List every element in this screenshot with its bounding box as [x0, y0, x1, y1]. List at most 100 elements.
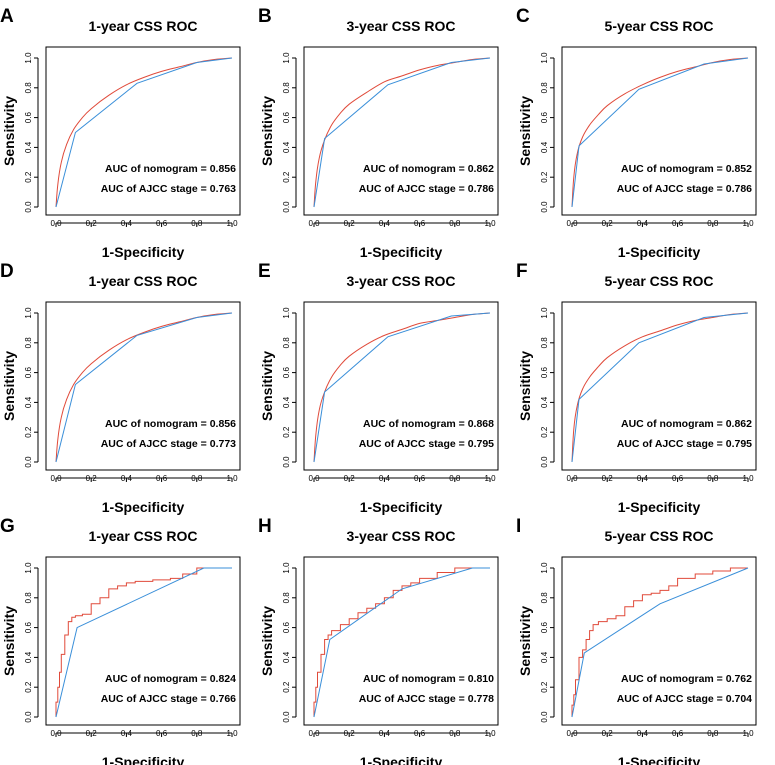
- ajcc-roc-curve: [571, 567, 749, 718]
- x-axis-label: 1-Specificity: [618, 754, 701, 765]
- panel-f: F 5-year CSS ROC 0.0 0.2 0.4 0.6 0.8 1.0 0.0 0.2 0…: [516, 261, 757, 515]
- y-tick-label: 0.8: [24, 592, 33, 604]
- y-axis-label: Sensitivity: [259, 96, 275, 166]
- y-tick-label: 0.0: [24, 456, 33, 468]
- x-tick-label: 0.4: [379, 219, 391, 228]
- y-tick-label: 0.2: [540, 426, 549, 438]
- y-tick-label: 0.6: [282, 366, 291, 378]
- y-tick-label: 0.4: [540, 141, 549, 153]
- y-tick-label: 0.0: [24, 711, 33, 723]
- plot-frame: [303, 301, 499, 471]
- x-tick-label: 0.4: [121, 474, 133, 483]
- x-tick-label: 0.6: [156, 729, 168, 738]
- chart-title: 5-year CSS ROC: [605, 273, 714, 289]
- auc-ajcc-label: AUC of AJCC stage = 0.795: [617, 438, 752, 450]
- ajcc-roc-curve: [571, 312, 749, 463]
- x-tick-label: 0.8: [449, 219, 461, 228]
- x-tick-label: 0.2: [602, 474, 614, 483]
- x-tick-label: 0.2: [344, 729, 356, 738]
- x-tick-label: 0.4: [379, 729, 391, 738]
- y-tick-label: 0.6: [540, 366, 549, 378]
- x-tick-label: 0.0: [50, 474, 62, 483]
- y-tick-label: 1.0: [24, 562, 33, 574]
- nomogram-roc-curve: [55, 567, 232, 717]
- y-tick-label: 0.0: [540, 711, 549, 723]
- panel-letter: G: [0, 516, 15, 537]
- y-tick-label: 0.2: [282, 171, 291, 183]
- nomogram-roc-curve: [55, 57, 233, 208]
- y-tick-label: 1.0: [24, 52, 33, 64]
- x-tick-label: 0.2: [86, 474, 98, 483]
- x-axis-label: 1-Specificity: [360, 754, 443, 765]
- chart-title: 1-year CSS ROC: [89, 18, 198, 34]
- y-tick-label: 0.0: [282, 456, 291, 468]
- y-tick-label: 0.4: [282, 396, 291, 408]
- auc-ajcc-label: AUC of AJCC stage = 0.773: [101, 438, 236, 450]
- x-tick-label: 0.0: [566, 219, 578, 228]
- y-tick-label: 0.2: [540, 171, 549, 183]
- x-tick-label: 0.2: [602, 219, 614, 228]
- x-tick-label: 0.8: [707, 729, 719, 738]
- ajcc-roc-curve: [55, 567, 232, 718]
- y-tick-label: 1.0: [282, 562, 291, 574]
- y-axis-label: Sensitivity: [259, 606, 275, 676]
- panel-b: B 3-year CSS ROC 0.0 0.2 0.4 0.6 0.8 1.0 0.0 0.2 0…: [258, 6, 499, 260]
- y-axis-label: Sensitivity: [517, 96, 533, 166]
- x-tick-label: 0.0: [566, 729, 578, 738]
- x-axis-label: 1-Specificity: [360, 499, 443, 515]
- x-axis-label: 1-Specificity: [102, 244, 185, 260]
- ajcc-roc-curve: [313, 57, 491, 208]
- y-tick-label: 1.0: [540, 307, 549, 319]
- x-tick-label: 0.6: [414, 729, 426, 738]
- y-tick-label: 0.8: [282, 82, 291, 94]
- y-tick-label: 1.0: [540, 562, 549, 574]
- x-tick-label: 0.8: [449, 474, 461, 483]
- panel-g: G 1-year CSS ROC 0.0 0.2 0.4 0.6 0.8 1.0 0.0 0.2 0…: [0, 516, 241, 765]
- x-axis-label: 1-Specificity: [102, 754, 185, 765]
- x-tick-label: 0.0: [308, 474, 320, 483]
- y-tick-label: 0.4: [282, 651, 291, 663]
- y-axis-label: Sensitivity: [1, 606, 17, 676]
- chart-title: 1-year CSS ROC: [89, 528, 198, 544]
- x-tick-label: 0.8: [191, 219, 203, 228]
- plot-frame: [45, 556, 241, 726]
- y-axis-label: Sensitivity: [517, 351, 533, 421]
- chart-title: 3-year CSS ROC: [347, 18, 456, 34]
- y-tick-label: 0.8: [282, 592, 291, 604]
- y-tick-label: 0.2: [282, 426, 291, 438]
- nomogram-roc-curve: [571, 567, 748, 717]
- y-tick-label: 0.8: [540, 337, 549, 349]
- x-axis-label: 1-Specificity: [360, 244, 443, 260]
- x-tick-label: 0.8: [707, 219, 719, 228]
- plot-frame: [561, 301, 757, 471]
- auc-nomogram-label: AUC of nomogram = 0.862: [621, 418, 752, 430]
- y-tick-label: 1.0: [24, 307, 33, 319]
- x-tick-label: 0.0: [50, 219, 62, 228]
- y-tick-label: 0.8: [540, 82, 549, 94]
- x-tick-label: 1.0: [742, 474, 754, 483]
- auc-nomogram-label: AUC of nomogram = 0.856: [105, 418, 236, 430]
- x-tick-label: 0.2: [344, 219, 356, 228]
- y-tick-label: 0.4: [282, 141, 291, 153]
- plot-frame: [561, 556, 757, 726]
- chart-title: 3-year CSS ROC: [347, 528, 456, 544]
- y-tick-label: 0.6: [282, 621, 291, 633]
- auc-ajcc-label: AUC of AJCC stage = 0.786: [359, 183, 494, 195]
- y-tick-label: 0.2: [24, 171, 33, 183]
- x-tick-label: 0.4: [121, 219, 133, 228]
- y-tick-label: 0.6: [24, 621, 33, 633]
- y-tick-label: 1.0: [282, 52, 291, 64]
- auc-nomogram-label: AUC of nomogram = 0.852: [621, 163, 752, 175]
- plot-frame: [303, 556, 499, 726]
- auc-nomogram-label: AUC of nomogram = 0.862: [363, 163, 494, 175]
- x-tick-label: 0.6: [414, 474, 426, 483]
- x-axis-label: 1-Specificity: [102, 499, 185, 515]
- x-tick-label: 0.8: [449, 729, 461, 738]
- x-tick-label: 0.0: [308, 219, 320, 228]
- panel-letter: E: [258, 261, 271, 282]
- auc-ajcc-label: AUC of AJCC stage = 0.704: [617, 693, 752, 705]
- x-tick-label: 1.0: [484, 219, 496, 228]
- y-tick-label: 0.8: [282, 337, 291, 349]
- panel-d: D 1-year CSS ROC 0.0 0.2 0.4 0.6 0.8 1.0 0.0 0.2 0…: [0, 261, 241, 515]
